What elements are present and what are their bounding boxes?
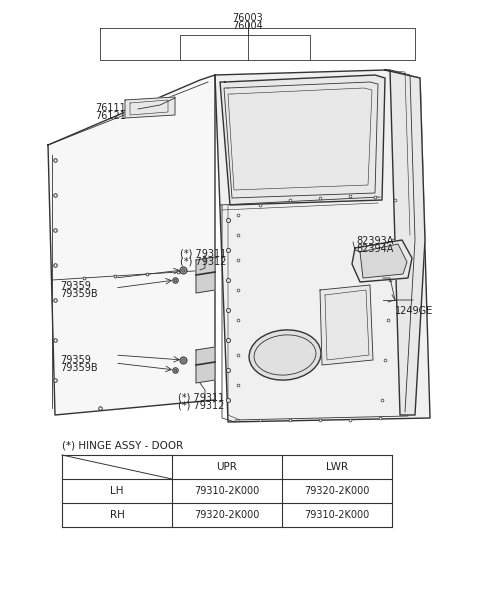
Text: (*) 79312: (*) 79312 — [180, 256, 227, 266]
Polygon shape — [48, 75, 215, 415]
Text: 79310-2K000: 79310-2K000 — [194, 486, 260, 496]
Text: LH: LH — [110, 486, 124, 496]
Text: LWR: LWR — [326, 462, 348, 472]
Polygon shape — [125, 97, 175, 118]
Polygon shape — [320, 285, 373, 365]
Text: (*) 79311: (*) 79311 — [178, 393, 224, 403]
Polygon shape — [352, 240, 412, 282]
Ellipse shape — [249, 330, 321, 380]
Text: 79320-2K000: 79320-2K000 — [194, 510, 260, 520]
Polygon shape — [360, 244, 407, 278]
Polygon shape — [385, 70, 425, 415]
Text: 76003: 76003 — [233, 13, 264, 23]
Text: RH: RH — [109, 510, 124, 520]
Text: (*) 79311: (*) 79311 — [180, 248, 226, 258]
Polygon shape — [196, 347, 215, 383]
Text: 1249GE: 1249GE — [395, 306, 433, 316]
Text: 79320-2K000: 79320-2K000 — [304, 486, 370, 496]
Polygon shape — [215, 70, 430, 422]
Text: 82393A: 82393A — [356, 236, 394, 246]
Text: 76121: 76121 — [95, 111, 126, 121]
Text: 79359B: 79359B — [60, 363, 97, 373]
Polygon shape — [196, 257, 215, 293]
Text: 76111: 76111 — [95, 103, 126, 113]
Text: (*) 79312: (*) 79312 — [178, 401, 224, 411]
Text: 76004: 76004 — [233, 21, 264, 31]
Text: 79359: 79359 — [60, 355, 91, 365]
Text: 82394A: 82394A — [356, 244, 394, 254]
Text: 79359B: 79359B — [60, 289, 97, 299]
Text: UPR: UPR — [216, 462, 238, 472]
Polygon shape — [220, 75, 385, 205]
Text: 79359: 79359 — [60, 281, 91, 291]
Text: (*) HINGE ASSY - DOOR: (*) HINGE ASSY - DOOR — [62, 440, 183, 450]
Text: 79310-2K000: 79310-2K000 — [304, 510, 370, 520]
